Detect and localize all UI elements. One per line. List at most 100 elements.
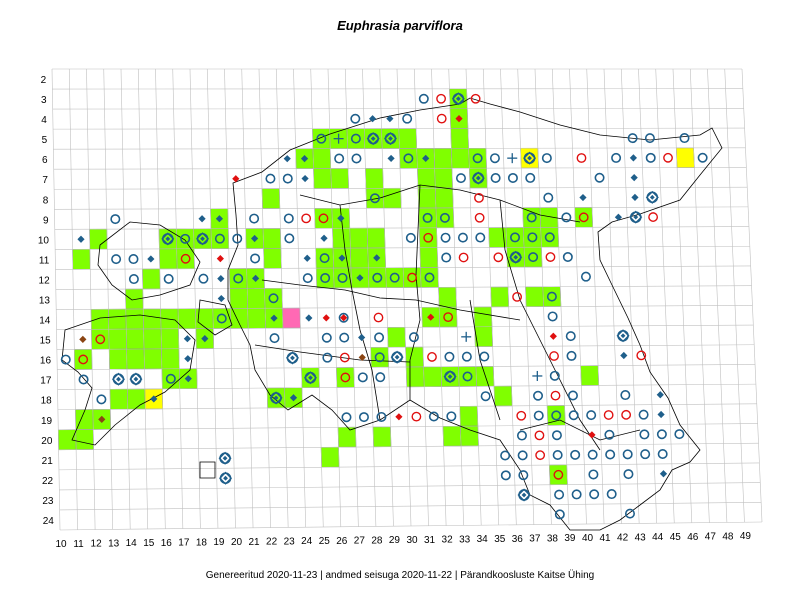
- green-cell: [434, 168, 453, 189]
- green-cell: [315, 247, 334, 269]
- red-circle-marker: [516, 410, 527, 421]
- blue-circle-marker: [403, 153, 414, 164]
- blue-diamond-marker: [337, 214, 345, 222]
- blue-circle-marker: [78, 374, 89, 385]
- grid-row-line: [56, 344, 755, 350]
- green-cell: [126, 348, 145, 370]
- blue-circle-marker: [679, 133, 690, 144]
- grid-column-line: [224, 68, 236, 529]
- grid-column-line: [86, 68, 96, 530]
- column-label: 27: [354, 536, 366, 547]
- blue-circle-marker: [567, 390, 578, 401]
- circle-diamond-marker: [196, 232, 210, 246]
- grid-row-line: [59, 482, 761, 491]
- blue-diamond-marker: [656, 391, 664, 399]
- blue-circle-marker: [180, 233, 191, 244]
- green-cell: [330, 168, 349, 189]
- circle-diamond-marker: [629, 210, 643, 224]
- blue-circle-marker: [376, 411, 387, 422]
- grid-column-line: [482, 68, 500, 526]
- blue-circle-marker: [268, 293, 279, 304]
- blue-diamond-marker: [301, 174, 309, 183]
- row-label: 16: [40, 356, 52, 367]
- grid-column-line: [569, 68, 587, 525]
- blue-circle-marker: [375, 372, 386, 383]
- blue-diamond-marker: [320, 234, 328, 242]
- blue-circle-marker: [611, 152, 622, 163]
- blue-cross-marker: [333, 133, 344, 144]
- blue-diamond-marker: [630, 174, 638, 182]
- green-cell: [370, 347, 389, 368]
- red-circle-marker: [648, 212, 659, 222]
- pink-cell: [282, 307, 301, 329]
- green-cell: [210, 228, 230, 249]
- yellow-cell: [676, 147, 695, 168]
- county-lines: [254, 184, 641, 451]
- green-cell: [108, 348, 128, 370]
- column-label: 14: [126, 538, 138, 549]
- row-label: 12: [39, 275, 51, 286]
- green-cell: [475, 366, 495, 387]
- grid-row-line: [53, 147, 746, 150]
- blue-circle-marker: [490, 173, 501, 184]
- green-cell: [230, 308, 249, 329]
- green-cell: [458, 366, 477, 387]
- blue-circle-marker: [357, 372, 368, 383]
- row-label: 4: [41, 115, 47, 126]
- red-circle-marker: [535, 450, 546, 461]
- grid-column-line: [465, 68, 482, 526]
- blue-diamond-marker: [184, 355, 192, 363]
- blue-circle-marker: [526, 212, 537, 223]
- grid-column-line: [293, 68, 306, 528]
- green-cell: [419, 247, 439, 268]
- green-cell: [473, 306, 493, 328]
- blue-circle-marker: [568, 410, 579, 421]
- blue-circle-marker: [551, 410, 562, 421]
- green-cell: [109, 388, 129, 410]
- blue-circle-marker: [441, 252, 452, 263]
- red-circle-marker: [78, 354, 89, 365]
- green-cell: [419, 227, 438, 248]
- grid-row-line: [54, 186, 748, 190]
- blue-circle-marker: [644, 133, 655, 144]
- green-cell: [263, 248, 282, 269]
- blue-circle-marker: [233, 273, 244, 284]
- blue-circle-marker: [128, 274, 139, 285]
- green-cell: [435, 207, 455, 229]
- grid-column-line: [396, 68, 412, 527]
- blue-diamond-marker: [422, 154, 430, 162]
- blue-circle-marker: [316, 133, 327, 144]
- green-cell: [91, 329, 110, 350]
- red-circle-marker: [95, 334, 106, 345]
- green-cell: [574, 207, 593, 228]
- red-circle-marker: [474, 192, 484, 203]
- blue-circle-marker: [594, 172, 605, 183]
- blue-circle-marker: [350, 133, 361, 144]
- blue-circle-marker: [518, 470, 529, 481]
- blue-circle-marker: [389, 272, 400, 283]
- grid-row-line: [52, 108, 744, 110]
- green-cell: [387, 327, 406, 348]
- blue-circle-marker: [697, 152, 708, 163]
- column-label: 41: [599, 533, 611, 544]
- green-cell: [312, 148, 331, 169]
- blue-circle-marker: [283, 213, 294, 224]
- column-label: 16: [161, 538, 173, 549]
- blue-circle-marker: [566, 350, 577, 361]
- grid-column-line: [189, 68, 201, 529]
- circle-diamond-marker: [285, 351, 299, 365]
- red-circle-marker: [636, 350, 647, 361]
- blue-circle-marker: [439, 212, 450, 223]
- grid-row-line: [55, 245, 750, 250]
- blue-diamond-marker: [659, 470, 668, 478]
- blue-circle-marker: [551, 430, 562, 441]
- circle-diamond-marker: [616, 329, 630, 343]
- row-label: 7: [42, 175, 48, 186]
- blue-circle-marker: [562, 251, 573, 262]
- green-cell: [212, 308, 231, 329]
- blue-circle-marker: [475, 232, 486, 243]
- grid-column-line: [103, 68, 113, 530]
- blue-circle-marker: [198, 273, 209, 284]
- blue-circle-marker: [284, 233, 295, 244]
